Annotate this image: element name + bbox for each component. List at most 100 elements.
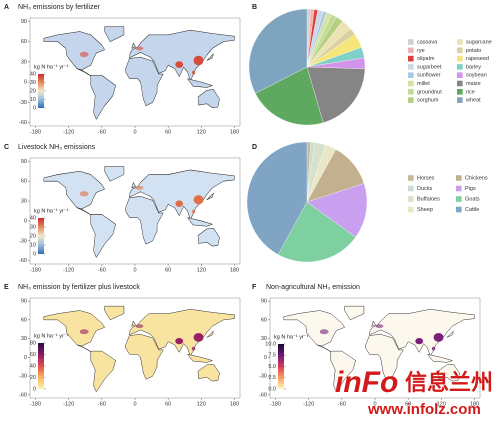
y-tick-label: 30	[21, 336, 27, 342]
pie-slice	[248, 8, 308, 94]
legend-swatch	[456, 196, 462, 202]
x-tick-label: 0	[373, 401, 376, 407]
pie-slice	[306, 183, 368, 238]
legend-label: maize	[466, 81, 481, 87]
y-tick-label: -30	[259, 374, 267, 380]
legend-swatch	[457, 64, 463, 70]
legend-swatch	[456, 206, 462, 213]
x-tick-label: -60	[98, 129, 106, 135]
colorbar-tick-label: 0	[33, 251, 36, 257]
x-tick-label: 180	[230, 129, 239, 135]
y-tick-label: -60	[259, 392, 267, 398]
y-tick-label: -60	[19, 258, 27, 264]
legend-label: Pigs	[465, 186, 476, 192]
legend-swatch	[408, 185, 414, 192]
legend-swatch	[456, 185, 462, 192]
legend-swatch	[408, 196, 414, 202]
y-tick-label: 90	[21, 299, 27, 305]
legend-label: rapeseed	[466, 56, 489, 62]
panel-label: D	[252, 144, 257, 151]
x-tick-label: 120	[437, 401, 446, 407]
y-tick-label: 90	[21, 19, 27, 25]
watermark: inFo 信息兰州 www.infolz.com	[335, 366, 493, 418]
colorbar-tick-label: 30	[30, 80, 36, 86]
pie-panel: D Horses Ducks Buffaloes Sheep Chickens Pigs Go…	[246, 141, 488, 263]
legend-label: Buffaloes	[417, 196, 440, 202]
map-panel: A NH₃ emissions by fertilizer -180 -120 -60 0…	[4, 4, 241, 135]
panels: A NH₃ emissions by fertilizer-180 -120 -60 0…	[4, 4, 492, 408]
colorbar-tick-label: 0	[33, 386, 36, 392]
legend-swatch	[408, 175, 414, 181]
legend-swatch	[408, 55, 414, 62]
legend-label: barley	[466, 64, 481, 70]
panel-title: Livestock NH₃ emissions	[18, 144, 96, 151]
legend-label: Sheep	[417, 207, 433, 213]
x-tick-label: -60	[98, 401, 106, 407]
legend-swatch	[408, 47, 414, 54]
panel-label: F	[252, 284, 257, 291]
legend-swatch	[408, 89, 414, 95]
map-panel: E NH₃ emission by fertilizer plus livesto…	[4, 284, 241, 407]
colorbar-tick-label: 5.0	[268, 364, 276, 370]
colorbar	[38, 343, 44, 389]
x-tick-label: 0	[133, 401, 136, 407]
x-tick-label: -120	[63, 129, 74, 135]
legend-swatch	[408, 39, 414, 45]
pie-slice	[306, 66, 366, 123]
y-tick-label: 30	[21, 199, 27, 205]
colorbar-title: kg N ha⁻¹ yr⁻¹	[34, 64, 69, 70]
legend-swatch	[457, 97, 463, 103]
colorbar-tick-label: 20	[30, 233, 36, 239]
x-tick-label: -180	[270, 401, 281, 407]
legend-label: wheat	[465, 98, 481, 104]
x-tick-label: -120	[303, 401, 314, 407]
colorbar-tick-label: 40	[30, 71, 36, 77]
colorbar-tick-label: 20	[30, 88, 36, 94]
colorbar-tick-label: 60	[30, 352, 36, 358]
panel-label: A	[4, 4, 9, 11]
colorbar	[38, 218, 44, 254]
pie-slice	[246, 141, 308, 255]
legend-swatch	[408, 72, 414, 78]
legend-label: rice	[466, 89, 475, 95]
watermark-name: 信息兰州	[405, 370, 493, 395]
watermark-url: www.infolz.com	[367, 401, 481, 418]
legend-label: rye	[417, 48, 425, 54]
y-tick-label: 0	[24, 80, 27, 86]
y-tick-label: 90	[21, 159, 27, 165]
x-tick-label: 180	[230, 267, 239, 273]
panel-title: Non-agricultural NH₃ emission	[266, 284, 360, 291]
colorbar-tick-label: 0.0	[268, 386, 276, 392]
y-tick-label: 60	[21, 317, 27, 323]
x-tick-label: 120	[197, 129, 206, 135]
legend-swatch	[457, 55, 463, 62]
x-tick-label: 60	[165, 401, 171, 407]
legend-label: oilpalm	[417, 56, 435, 62]
x-tick-label: 60	[165, 129, 171, 135]
x-tick-label: 0	[133, 267, 136, 273]
colorbar-title: kg N ha⁻¹ yr⁻¹	[274, 334, 309, 340]
panel-label: B	[252, 4, 257, 11]
legend-swatch	[408, 64, 414, 70]
x-tick-label: -180	[30, 129, 41, 135]
y-tick-label: 60	[261, 317, 267, 323]
colorbar-tick-label: 10	[30, 97, 36, 103]
colorbar-tick-label: 10.0	[265, 341, 276, 347]
legend-swatch	[457, 80, 463, 87]
x-tick-label: 120	[197, 267, 206, 273]
x-tick-label: 120	[197, 401, 206, 407]
y-tick-label: -30	[19, 374, 27, 380]
legend-swatch	[408, 206, 414, 213]
colorbar-tick-label: 7.5	[268, 353, 276, 359]
x-tick-label: 0	[133, 129, 136, 135]
legend-label: sugarbeet	[417, 64, 442, 70]
y-tick-label: -60	[19, 120, 27, 126]
legend-label: Horses	[417, 175, 435, 181]
colorbar-tick-label: 2.5	[268, 375, 276, 381]
x-tick-label: -120	[63, 401, 74, 407]
colorbar-tick-label: 30	[30, 224, 36, 230]
y-tick-label: -30	[19, 100, 27, 106]
legend-swatch	[408, 97, 414, 103]
y-tick-label: 0	[264, 355, 267, 361]
